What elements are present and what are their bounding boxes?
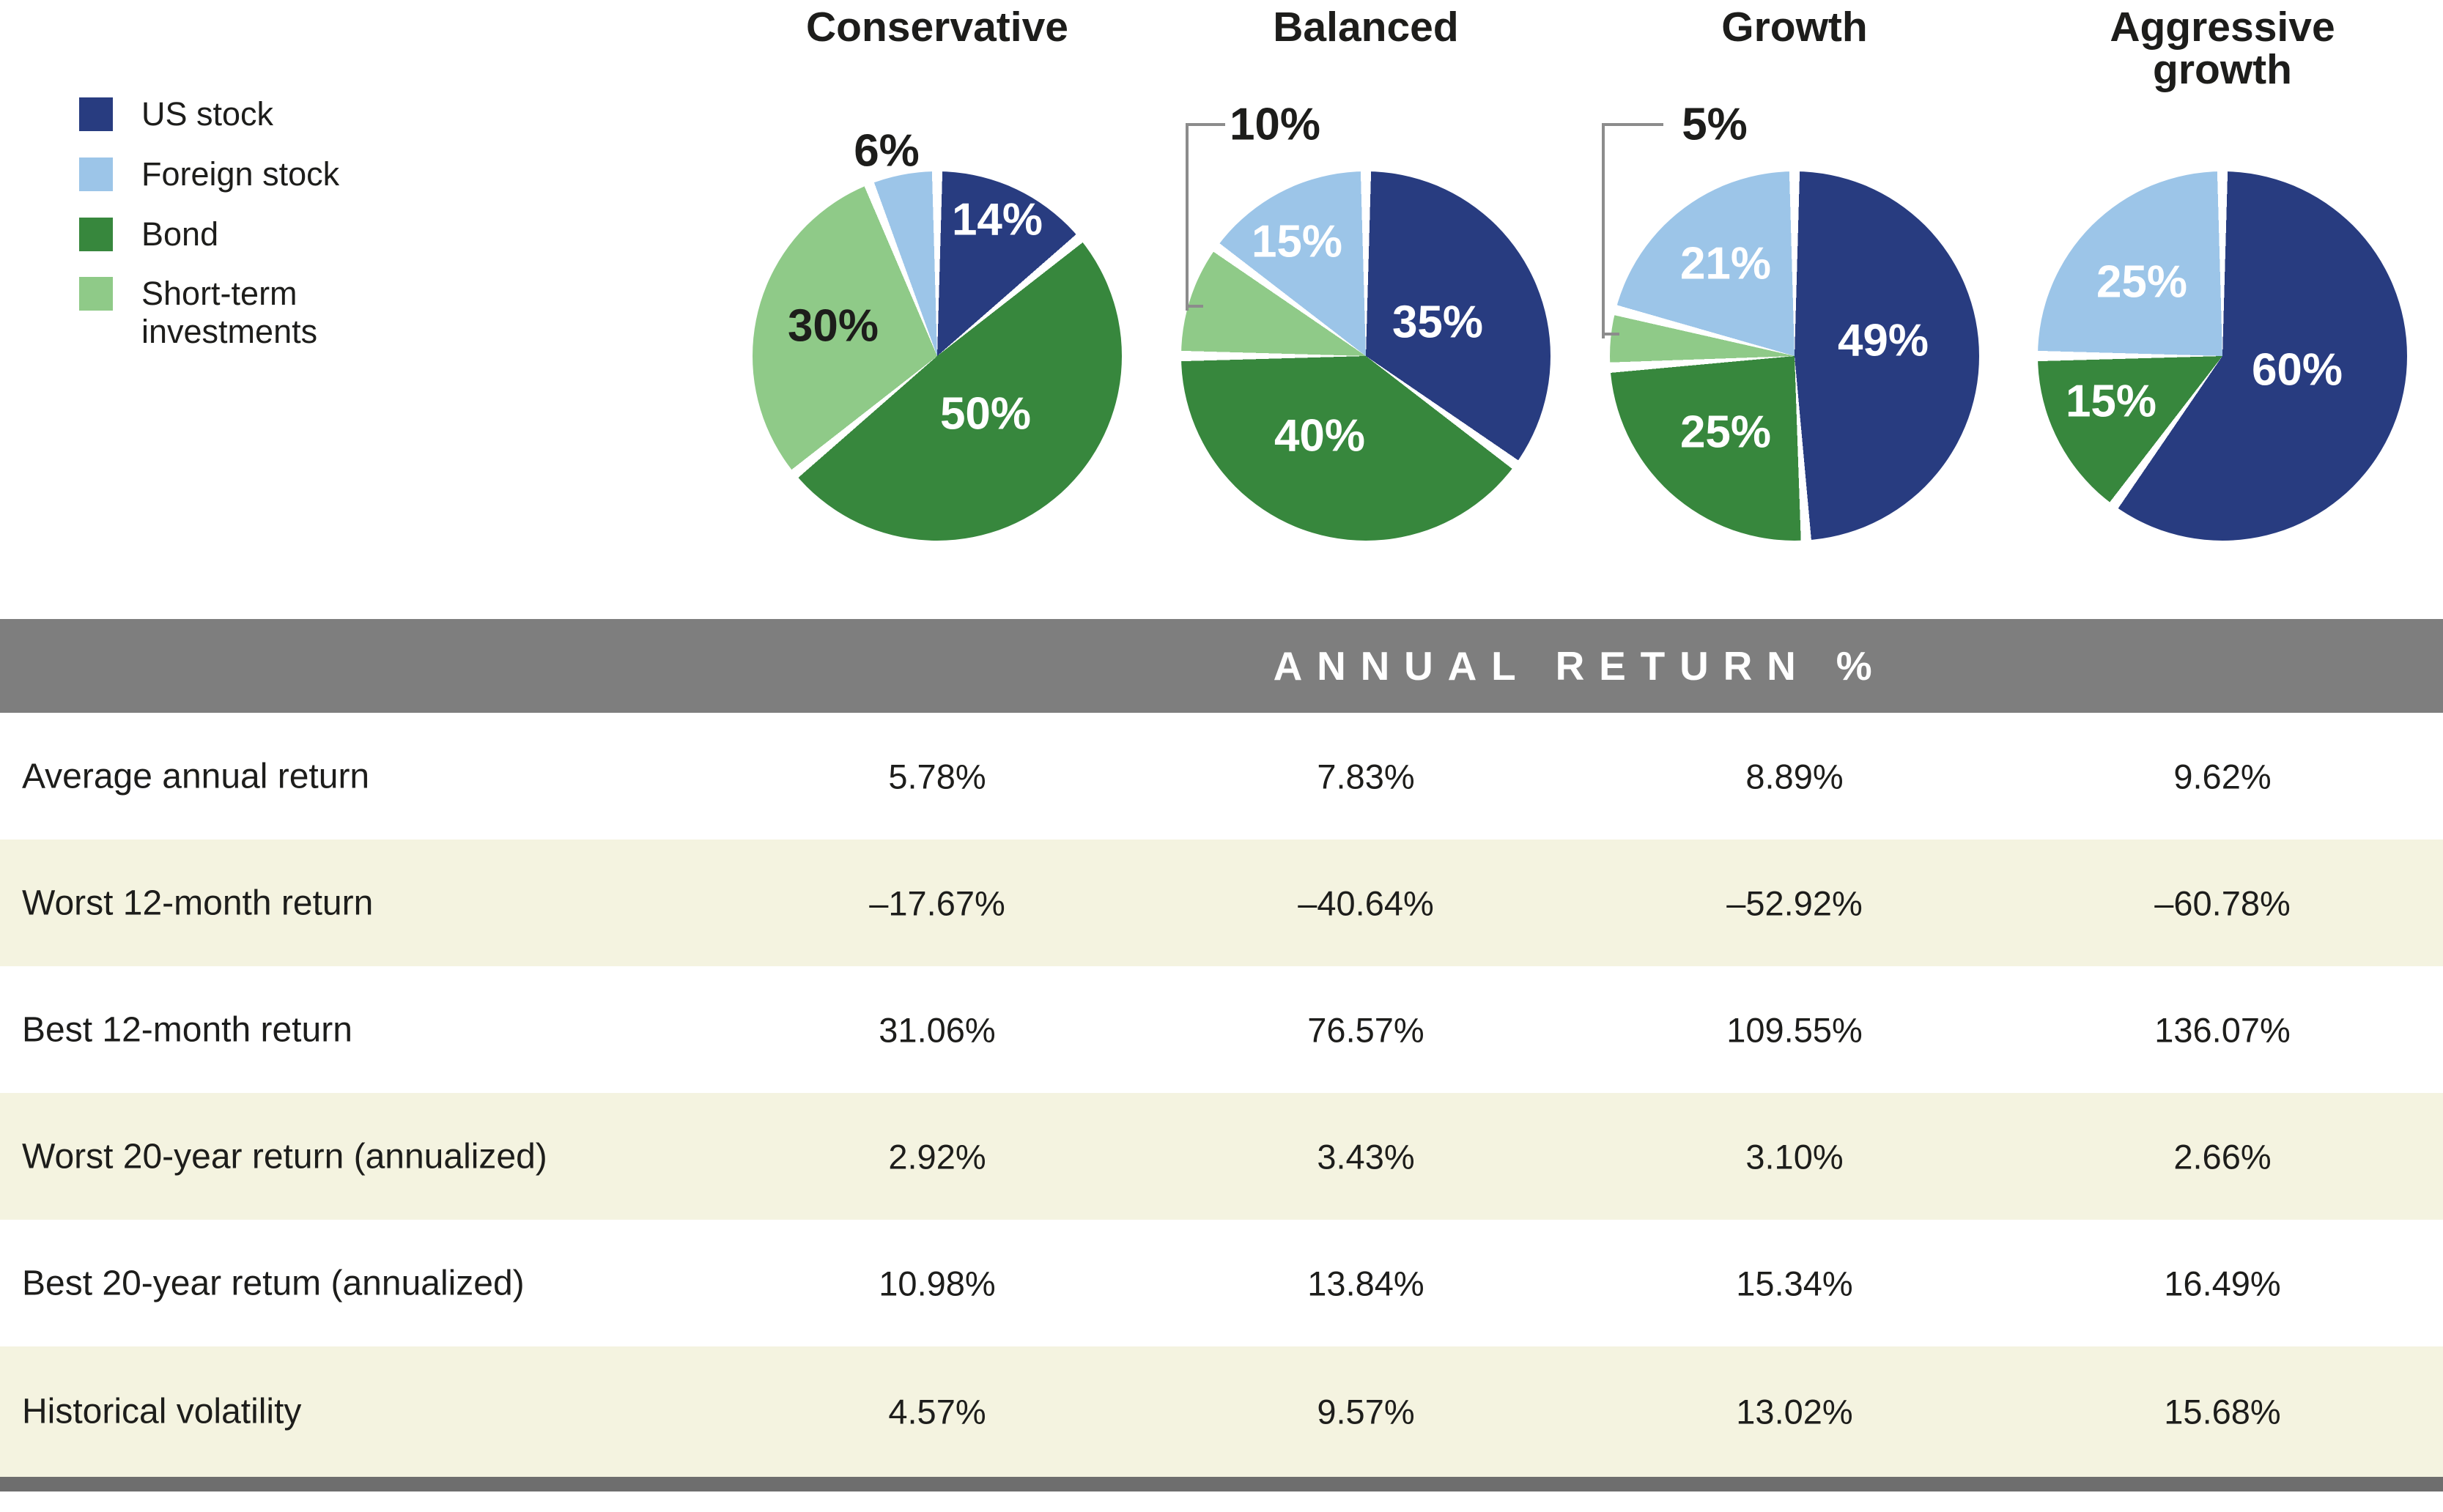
row-label: Worst 12-month return (22, 883, 374, 922)
legend-label-bond: Bond (141, 215, 219, 253)
cell-balanced: 76.57% (1307, 1010, 1424, 1049)
slice-label-growth-bond: 25% (1679, 407, 1772, 458)
callout-bracket-growth-foot (1602, 333, 1619, 336)
cell-aggressive-growth: –60.78% (2154, 883, 2291, 922)
slice-label-balanced-foreign-stock: 15% (1251, 216, 1343, 267)
us-stock-swatch-icon (79, 97, 113, 131)
callout-bracket-balanced-short-term (1186, 123, 1225, 311)
pie-title-balanced: Balanced (1273, 4, 1459, 51)
cell-aggressive-growth: 136.07% (2154, 1010, 2291, 1049)
slice-label-growth-short-term: 5% (1682, 99, 1748, 150)
table-row-best-20-year-return: Best 20-year retum (annualized) 10.98% 1… (0, 1220, 2443, 1346)
cell-balanced: 3.43% (1317, 1137, 1415, 1176)
cell-growth: 3.10% (1745, 1137, 1844, 1176)
pie-title-conservative: Conservative (805, 4, 1068, 51)
legend-label-foreign-stock: Foreign stock (141, 155, 340, 193)
slice-label-aggressive-bond: 15% (2065, 376, 2157, 427)
pie-chart-conservative (753, 171, 1122, 541)
table-row-average-annual-return: Average annual return 5.78% 7.83% 8.89% … (0, 713, 2443, 840)
row-label: Average annual return (22, 757, 370, 796)
slice-label-growth-us-stock: 49% (1837, 315, 1929, 366)
row-label: Best 20-year retum (annualized) (22, 1264, 525, 1302)
row-label: Worst 20-year return (annualized) (22, 1137, 547, 1176)
slice-label-balanced-us-stock: 35% (1391, 297, 1484, 348)
pie-chart-growth (1610, 171, 1979, 541)
foreign-stock-swatch-icon (79, 158, 113, 191)
cell-conservative: 31.06% (879, 1010, 996, 1049)
table-header-bar: ANNUAL RETURN % (0, 619, 2443, 713)
slice-label-aggressive-foreign-stock: 25% (2096, 256, 2188, 308)
pie-chart-aggressive-growth (2038, 171, 2407, 541)
cell-aggressive-growth: 2.66% (2173, 1137, 2272, 1176)
cell-growth: 13.02% (1736, 1392, 1853, 1431)
callout-bracket-balanced-foot (1186, 305, 1203, 308)
table-row-best-12-month-return: Best 12-month return 31.06% 76.57% 109.5… (0, 966, 2443, 1093)
cell-balanced: –40.64% (1298, 883, 1434, 922)
bottom-rule (0, 1477, 2443, 1491)
row-label: Historical volatility (22, 1392, 302, 1431)
slice-label-balanced-bond: 40% (1274, 410, 1366, 462)
pie-title-growth: Growth (1721, 4, 1868, 51)
legend-label-short-term: Short-term investments (141, 275, 318, 350)
cell-conservative: 2.92% (888, 1137, 986, 1176)
pie-chart-balanced (1181, 171, 1551, 541)
callout-bracket-growth-short-term (1602, 123, 1663, 338)
cell-conservative: 10.98% (879, 1264, 996, 1302)
table-row-worst-20-year-return: Worst 20-year return (annualized) 2.92% … (0, 1093, 2443, 1220)
table-header-title: ANNUAL RETURN % (1273, 643, 1887, 689)
slice-label-balanced-short-term: 10% (1229, 99, 1321, 150)
cell-aggressive-growth: 15.68% (2164, 1392, 2281, 1431)
slice-label-conservative-short-term: 30% (787, 300, 879, 352)
row-label: Best 12-month return (22, 1010, 352, 1049)
table-row-worst-12-month-return: Worst 12-month return –17.67% –40.64% –5… (0, 840, 2443, 966)
cell-conservative: 5.78% (888, 757, 986, 796)
slice-label-conservative-bond: 50% (939, 388, 1032, 440)
cell-growth: 109.55% (1726, 1010, 1863, 1049)
cell-growth: 15.34% (1736, 1264, 1853, 1302)
cell-balanced: 13.84% (1307, 1264, 1424, 1302)
legend-label-us-stock: US stock (141, 95, 274, 133)
slice-label-conservative-foreign-stock: 6% (854, 125, 920, 177)
short-term-swatch-icon (79, 277, 113, 311)
pie-title-aggressive-growth: Aggressive growth (2110, 4, 2335, 93)
cell-aggressive-growth: 16.49% (2164, 1264, 2281, 1302)
cell-aggressive-growth: 9.62% (2173, 757, 2272, 796)
slice-label-conservative-us-stock: 14% (951, 194, 1043, 245)
cell-growth: –52.92% (1726, 883, 1863, 922)
cell-growth: 8.89% (1745, 757, 1844, 796)
slice-label-aggressive-us-stock: 60% (2251, 344, 2343, 396)
slice-label-growth-foreign-stock: 21% (1679, 238, 1772, 289)
cell-conservative: 4.57% (888, 1392, 986, 1431)
bond-swatch-icon (79, 218, 113, 251)
table-row-historical-volatility: Historical volatility 4.57% 9.57% 13.02%… (0, 1346, 2443, 1477)
cell-balanced: 9.57% (1317, 1392, 1415, 1431)
cell-balanced: 7.83% (1317, 757, 1415, 796)
cell-conservative: –17.67% (869, 883, 1005, 922)
